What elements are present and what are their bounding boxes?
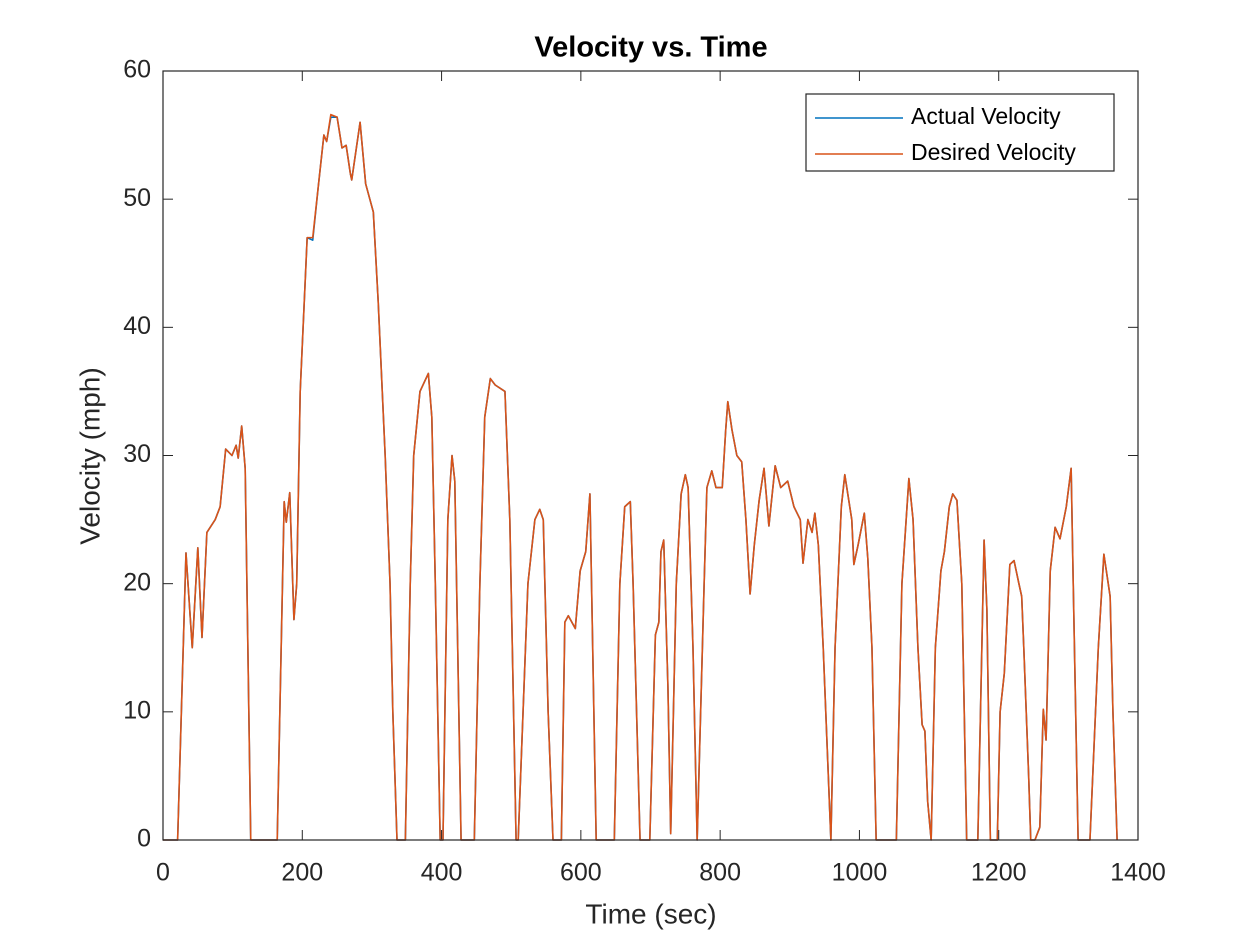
y-tick-label: 20: [123, 568, 151, 596]
x-tick-label: 1200: [971, 859, 1027, 887]
x-tick-label: 0: [156, 859, 170, 887]
y-tick-label: 60: [123, 56, 151, 84]
legend-label: Actual Velocity: [911, 103, 1061, 129]
y-tick-label: 40: [123, 312, 151, 340]
data-line: [163, 116, 1118, 841]
x-tick-label: 1000: [832, 859, 888, 887]
data-line: [163, 113, 1118, 841]
y-axis-label: Velocity (mph): [74, 367, 105, 544]
y-tick-label: 0: [137, 825, 151, 853]
x-tick-label: 200: [281, 859, 323, 887]
chart-title: Velocity vs. Time: [534, 32, 767, 64]
x-tick-label: 600: [560, 859, 602, 887]
x-axis-label: Time (sec): [585, 898, 716, 929]
x-tick-label: 1400: [1110, 859, 1166, 887]
legend: Actual Velocity Desired Velocity: [805, 93, 1115, 172]
axes-box: [162, 70, 1139, 841]
y-tick-label: 50: [123, 184, 151, 212]
legend-label: Desired Velocity: [911, 139, 1076, 165]
y-tick-label: 30: [123, 440, 151, 468]
x-tick-label: 800: [699, 859, 741, 887]
legend-box: [805, 93, 1115, 172]
x-tick-label: 400: [421, 859, 463, 887]
y-tick-label: 10: [123, 696, 151, 724]
